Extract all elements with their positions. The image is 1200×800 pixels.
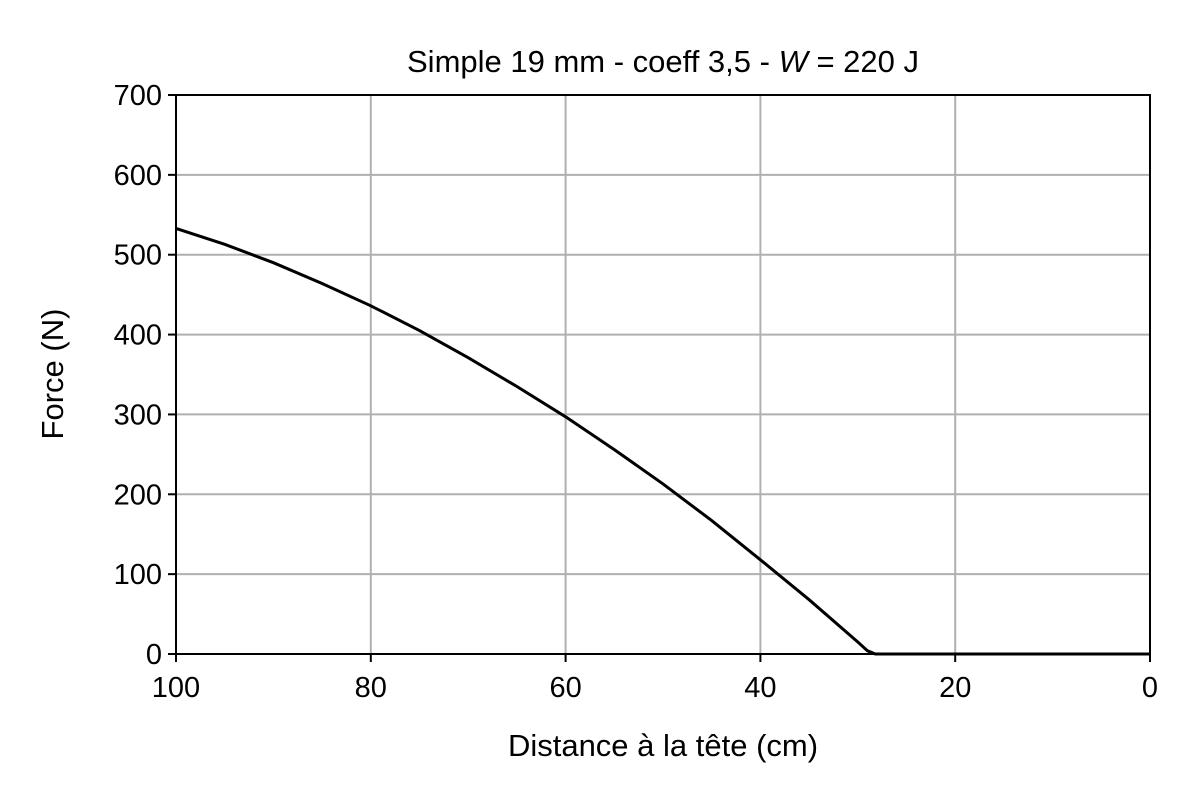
y-axis-label: Force (N) [35, 309, 70, 440]
chart-title-prefix: Simple 19 mm - coeff 3,5 - [407, 44, 779, 79]
chart-title-suffix: = 220 J [808, 44, 919, 79]
series-line [175, 226, 1150, 656]
plot-frame [175, 94, 1151, 655]
y-tick-label: 600 [114, 160, 162, 192]
chart-title-variable: W [779, 44, 811, 79]
y-tick-label: 100 [114, 559, 162, 591]
series-layer [175, 226, 1150, 656]
grid [175, 94, 1151, 655]
y-tick-label: 0 [146, 639, 162, 671]
x-tick-label: 40 [744, 672, 776, 704]
chart-title: Simple 19 mm - coeff 3,5 - W = 220 J [407, 44, 919, 79]
y-tick-label: 400 [114, 320, 162, 352]
y-tick-label: 200 [114, 479, 162, 511]
x-tick-label: 20 [939, 672, 971, 704]
x-tick-label: 80 [355, 672, 387, 704]
x-tick-label: 0 [1142, 672, 1158, 704]
y-tick-label: 700 [114, 80, 162, 112]
y-tick-label: 300 [114, 399, 162, 431]
x-tick-label: 60 [549, 672, 581, 704]
x-tick-label: 100 [152, 672, 200, 704]
x-axis-label: Distance à la tête (cm) [508, 728, 818, 763]
y-tick-label: 500 [114, 240, 162, 272]
